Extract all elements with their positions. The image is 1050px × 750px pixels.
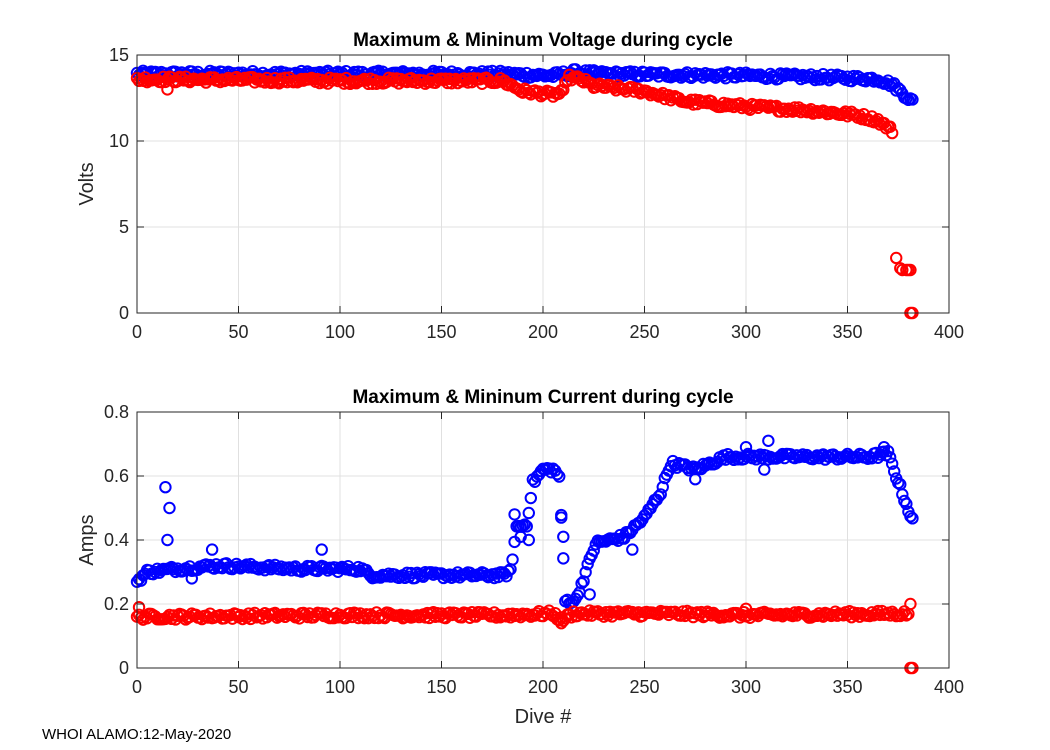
y-tick-label: 0.6 (104, 466, 129, 486)
data-point (508, 508, 521, 521)
x-axis-label: Dive # (515, 706, 573, 728)
data-point (758, 463, 771, 476)
data-point (638, 509, 651, 522)
data-point (762, 434, 775, 447)
data-point (885, 126, 899, 140)
x-tick-label: 150 (426, 677, 456, 697)
x-tick-label: 200 (528, 322, 558, 342)
data-point (163, 501, 176, 515)
data-point (906, 93, 919, 106)
x-tick-label: 0 (132, 677, 142, 697)
footer-stamp: WHOI ALAMO:12-May-2020 (42, 726, 232, 743)
data-point (587, 544, 600, 557)
x-tick-label: 0 (132, 322, 142, 342)
data-point (877, 441, 891, 454)
x-tick-label: 150 (426, 322, 456, 342)
data-point (205, 543, 219, 556)
y-tick-label: 5 (119, 217, 129, 237)
y-tick-label: 15 (109, 45, 129, 65)
data-point (315, 543, 328, 556)
x-tick-label: 350 (832, 322, 862, 342)
series-maximum (130, 434, 919, 610)
y-tick-label: 0.8 (104, 402, 129, 422)
data-point (502, 564, 515, 578)
data-point (555, 617, 568, 630)
data-point (904, 510, 917, 523)
data-point (520, 520, 533, 533)
data-point (579, 565, 592, 579)
data-point (689, 473, 702, 486)
series-minimum (130, 68, 919, 320)
data-point (626, 543, 639, 556)
x-tick-label: 250 (629, 322, 659, 342)
x-tick-label: 300 (731, 677, 761, 697)
voltage-plot: 0 50 100 150 200 250 300 350 400 0 5 10 15 Maximum & … (76, 30, 964, 342)
data-point (739, 441, 753, 454)
data-point (904, 263, 917, 277)
data-point (185, 572, 199, 585)
data-point (557, 530, 570, 543)
data-point (896, 263, 909, 277)
x-tick-label: 350 (832, 677, 862, 697)
data-point (522, 608, 535, 622)
y-tick-label: 0 (119, 658, 129, 678)
data-point (553, 470, 566, 483)
data-point (883, 451, 897, 464)
data-point (132, 601, 146, 614)
data-point (890, 251, 903, 265)
data-point (557, 552, 570, 565)
data-point (654, 488, 667, 501)
data-point (551, 468, 564, 481)
data-point (161, 533, 174, 547)
y-axis-label: Volts (76, 162, 98, 205)
data-point (904, 597, 917, 611)
y-tick-label: 10 (109, 131, 129, 151)
data-point (522, 506, 535, 520)
data-point (890, 84, 903, 97)
x-tick-label: 50 (228, 677, 248, 697)
x-tick-label: 400 (934, 677, 964, 697)
x-tick-label: 250 (629, 677, 659, 697)
data-point (522, 533, 535, 547)
data-point (506, 553, 519, 566)
y-tick-label: 0.4 (104, 530, 129, 550)
data-point (161, 83, 174, 96)
x-tick-label: 200 (528, 677, 558, 697)
data-point (900, 497, 913, 511)
series-minimum (130, 597, 919, 675)
data-point (159, 481, 172, 494)
data-point (524, 491, 538, 505)
data-point (885, 457, 899, 470)
data-point (518, 518, 531, 531)
x-tick-label: 400 (934, 322, 964, 342)
chart-title: Maximum & Mininum Voltage during cycle (353, 30, 733, 51)
data-point (887, 465, 901, 478)
data-point (906, 512, 919, 525)
x-tick-label: 100 (325, 322, 355, 342)
data-point (583, 588, 596, 601)
x-tick-label: 100 (325, 677, 355, 697)
data-point (883, 120, 897, 133)
x-tick-label: 50 (228, 322, 248, 342)
y-tick-label: 0 (119, 303, 129, 323)
x-tick-label: 300 (731, 322, 761, 342)
data-point (642, 86, 655, 99)
data-point (555, 511, 568, 524)
current-plot: 0 50 100 150 200 250 300 350 400 0 0.2 0.4 0.6 0.8 Max… (76, 387, 964, 728)
y-axis-label: Amps (76, 514, 98, 565)
y-tick-label: 0.2 (104, 594, 129, 614)
data-point (739, 602, 753, 615)
data-point (575, 577, 588, 590)
chart-title: Maximum & Mininum Current during cycle (352, 387, 733, 408)
